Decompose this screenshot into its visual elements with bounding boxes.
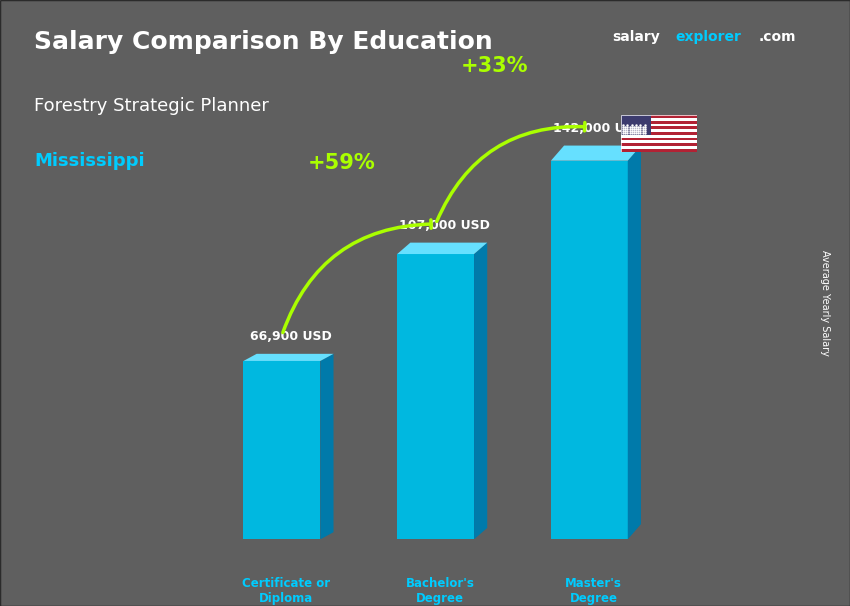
Text: +59%: +59%: [308, 153, 375, 173]
Bar: [620, 126, 697, 129]
Bar: [620, 143, 697, 146]
Polygon shape: [243, 354, 333, 361]
Polygon shape: [551, 145, 641, 161]
Polygon shape: [474, 242, 487, 539]
Text: Forestry Strategic Planner: Forestry Strategic Planner: [34, 97, 269, 115]
Text: Bachelor's
Degree: Bachelor's Degree: [405, 577, 474, 605]
Bar: [620, 124, 697, 126]
Bar: [620, 129, 697, 132]
Bar: [620, 146, 697, 148]
Polygon shape: [551, 161, 628, 539]
Text: salary: salary: [612, 30, 660, 44]
Polygon shape: [397, 242, 487, 254]
Bar: [620, 121, 697, 124]
Text: Master's
Degree: Master's Degree: [565, 577, 622, 605]
Text: 66,900 USD: 66,900 USD: [250, 330, 332, 343]
Bar: [620, 115, 651, 135]
Text: .com: .com: [758, 30, 796, 44]
Text: Mississippi: Mississippi: [34, 152, 144, 170]
Bar: [620, 135, 697, 138]
Bar: [620, 118, 697, 121]
Text: 142,000 USD: 142,000 USD: [552, 122, 643, 135]
Bar: [620, 141, 697, 143]
Polygon shape: [397, 254, 474, 539]
Text: explorer: explorer: [676, 30, 741, 44]
Text: Average Yearly Salary: Average Yearly Salary: [819, 250, 830, 356]
Text: +33%: +33%: [462, 56, 529, 76]
Polygon shape: [243, 361, 320, 539]
Bar: [620, 138, 697, 141]
Bar: [620, 132, 697, 135]
Polygon shape: [320, 354, 333, 539]
Text: Salary Comparison By Education: Salary Comparison By Education: [34, 30, 493, 55]
Text: 107,000 USD: 107,000 USD: [399, 219, 490, 232]
Polygon shape: [628, 145, 641, 539]
Bar: [620, 115, 697, 118]
Text: Certificate or
Diploma: Certificate or Diploma: [242, 577, 331, 605]
Bar: [620, 148, 697, 152]
